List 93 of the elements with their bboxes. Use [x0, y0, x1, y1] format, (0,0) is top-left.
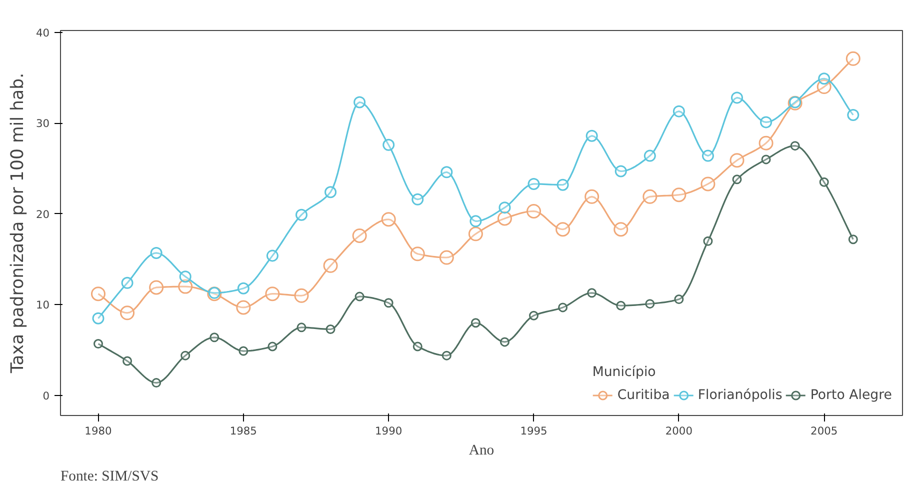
x-tick-label: 2000 [665, 424, 693, 438]
point [384, 298, 394, 308]
point [672, 105, 685, 118]
point [528, 178, 540, 190]
point [440, 166, 453, 178]
y-tick-label: 40 [36, 26, 50, 40]
point [352, 228, 367, 243]
point [268, 342, 278, 352]
point [412, 342, 422, 352]
point [323, 258, 338, 273]
y-tick-label: 0 [42, 390, 50, 403]
point [761, 154, 771, 164]
point [674, 294, 684, 304]
point [354, 292, 364, 302]
point [149, 280, 164, 295]
point [93, 339, 103, 349]
point [587, 288, 597, 298]
legend-title: Município [592, 365, 657, 380]
point [326, 324, 336, 334]
point [498, 202, 511, 214]
point [556, 222, 570, 237]
point [236, 300, 251, 315]
point [412, 193, 424, 206]
x-tick-label: 1980 [84, 424, 112, 438]
y-tick-label: 10 [36, 298, 50, 312]
point [122, 356, 132, 366]
point [265, 286, 280, 302]
point [238, 346, 248, 356]
point [180, 350, 190, 360]
point [702, 150, 714, 162]
x-axis-title: Ano [468, 442, 494, 458]
legend-label: Florianópolis [698, 388, 782, 402]
point [439, 250, 454, 265]
point [731, 92, 744, 104]
point [470, 215, 482, 228]
point [468, 226, 483, 242]
point [818, 72, 830, 85]
point [790, 141, 800, 151]
point [642, 189, 658, 204]
point [294, 288, 309, 303]
point [497, 211, 512, 226]
point [237, 282, 250, 294]
point [586, 130, 598, 142]
point [470, 318, 480, 328]
legend-label: Curitiba [617, 388, 670, 402]
point [120, 306, 135, 320]
point [295, 208, 308, 221]
point [526, 204, 542, 218]
point [614, 165, 627, 178]
point [382, 138, 395, 151]
point [210, 332, 220, 342]
point [92, 312, 104, 324]
point [381, 212, 396, 227]
point [644, 150, 656, 162]
legend-label: Porto Alegre [810, 388, 892, 402]
point [121, 276, 134, 289]
y-axis-title: Taxa padronizada por 100 mil hab. [8, 72, 28, 374]
point [732, 174, 742, 184]
point [150, 246, 162, 259]
point [529, 310, 539, 320]
point [848, 234, 858, 244]
point [558, 302, 568, 312]
point [730, 153, 744, 168]
x-tick-label: 2005 [810, 424, 838, 438]
point [847, 108, 860, 121]
point [324, 186, 337, 198]
point [584, 189, 600, 204]
point [645, 299, 655, 309]
point [410, 246, 425, 262]
x-tick-label: 1995 [520, 424, 548, 438]
point [614, 222, 628, 237]
point [703, 236, 713, 246]
x-tick-label: 1985 [230, 424, 257, 438]
y-tick-label: 20 [36, 208, 50, 221]
point [616, 300, 626, 310]
point [556, 178, 569, 191]
point [354, 96, 366, 108]
point [90, 286, 106, 302]
point [819, 177, 829, 187]
point [296, 322, 306, 332]
point [760, 116, 772, 128]
point [500, 337, 510, 347]
point [179, 270, 192, 283]
point [846, 51, 860, 66]
point [442, 350, 452, 360]
source-note: Fonte: SIM/SVS [60, 468, 159, 484]
x-tick-label: 1990 [375, 424, 402, 438]
point [700, 176, 716, 192]
point [266, 250, 278, 262]
point [152, 378, 162, 388]
point [672, 188, 686, 202]
point [758, 136, 774, 150]
y-tick-label: 30 [36, 117, 50, 130]
